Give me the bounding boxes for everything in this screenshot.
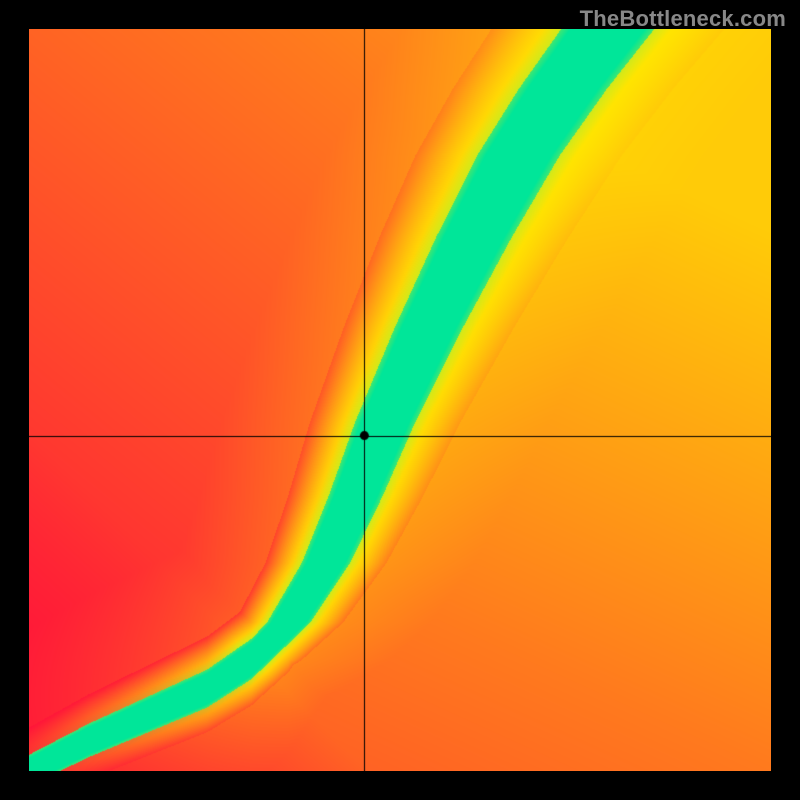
- bottleneck-heatmap: [29, 29, 771, 771]
- watermark-text: TheBottleneck.com: [580, 6, 786, 32]
- chart-container: TheBottleneck.com: [0, 0, 800, 800]
